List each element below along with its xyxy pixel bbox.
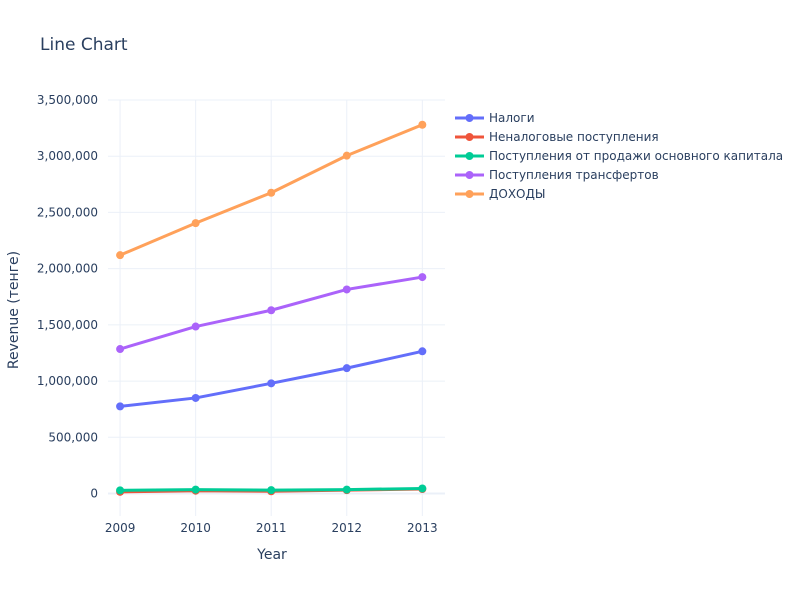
chart-title: Line Chart [40, 35, 128, 55]
data-point [418, 484, 427, 493]
y-tick-label: 3,000,000 [37, 149, 98, 163]
y-axis-title: Revenue (тенге) [6, 251, 22, 369]
data-point [267, 486, 276, 495]
data-point [418, 347, 427, 356]
y-tick-labels: 0 500,000 1,000,000 1,500,000 2,000,000 2,500… [37, 93, 98, 501]
data-point [191, 322, 200, 331]
y-tick-label: 1,000,000 [37, 374, 98, 388]
grid-layer [108, 99, 445, 516]
x-tick-labels: 2009 2010 2011 2012 2013 [105, 521, 438, 535]
x-tick-label: 2009 [105, 521, 136, 535]
series [116, 484, 427, 495]
data-point [267, 379, 276, 388]
series [116, 273, 427, 354]
legend-label: Налоги [489, 111, 535, 125]
data-point [418, 120, 427, 129]
x-tick-label: 2011 [256, 521, 287, 535]
legend-item: Поступления от продажи основного капитал… [455, 149, 783, 163]
x-tick-label: 2012 [331, 521, 362, 535]
data-point [267, 306, 276, 315]
y-tick-label: 1,500,000 [37, 318, 98, 332]
legend-marker [465, 190, 474, 198]
series [116, 347, 427, 411]
x-tick-label: 2010 [180, 521, 211, 535]
legend-label: ДОХОДЫ [489, 187, 545, 201]
data-point [418, 273, 427, 282]
data-point [116, 486, 125, 495]
data-point [116, 251, 125, 260]
data-point [342, 485, 351, 494]
data-point [116, 402, 125, 411]
data-point [191, 219, 200, 228]
legend: Налоги Неналоговые поступления Поступления… [455, 111, 783, 201]
y-tick-label: 3,500,000 [37, 93, 98, 107]
legend-label: Поступления трансфертов [489, 168, 659, 182]
data-point [342, 151, 351, 160]
data-point [342, 364, 351, 373]
legend-item: ДОХОДЫ [455, 187, 545, 201]
legend-marker [465, 133, 474, 141]
legend-marker [465, 171, 474, 179]
y-tick-label: 0 [90, 487, 98, 501]
series-layer [116, 120, 427, 496]
legend-item: Поступления трансфертов [455, 168, 659, 182]
data-point [116, 345, 125, 354]
legend-label: Неналоговые поступления [489, 130, 659, 144]
y-tick-label: 2,000,000 [37, 262, 98, 276]
legend-item: Налоги [455, 111, 535, 125]
series [116, 120, 427, 260]
data-point [267, 188, 276, 197]
legend-item: Неналоговые поступления [455, 130, 659, 144]
legend-marker [465, 114, 474, 122]
data-point [191, 485, 200, 494]
legend-label: Поступления от продажи основного капитал… [489, 149, 783, 163]
y-tick-label: 2,500,000 [37, 205, 98, 219]
x-axis-title: Year [256, 547, 287, 563]
x-tick-label: 2013 [407, 521, 438, 535]
y-tick-label: 500,000 [48, 430, 98, 444]
data-point [191, 393, 200, 402]
data-point [342, 285, 351, 294]
legend-marker [465, 152, 474, 160]
